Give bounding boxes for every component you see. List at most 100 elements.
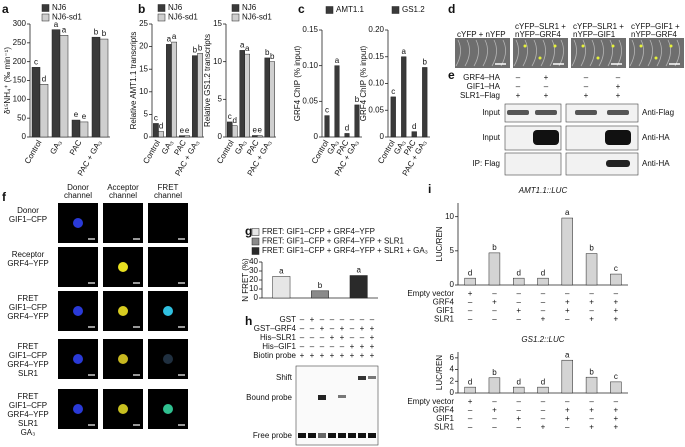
bar (488, 377, 501, 394)
image-label: nYFP–GIF1 (573, 30, 616, 39)
treatment-label: GRF4 (433, 406, 455, 415)
treatment-sign: – (370, 315, 375, 324)
chart-title: GS1.2::LUC (521, 335, 564, 344)
legend-label: AMT1.1 (336, 5, 365, 14)
legend-label: NJ6-sd1 (52, 13, 82, 22)
cell-outline (638, 39, 644, 67)
blot (565, 152, 639, 176)
blot-label-right: Anti-Flag (642, 108, 674, 117)
significance-letter: d (42, 74, 46, 83)
treatment-sign: + (614, 414, 619, 423)
nucleus-signal (654, 56, 658, 60)
image-label: cYFP–GIF1 + (631, 22, 680, 31)
significance-letter: a (167, 34, 172, 43)
band-label: Shift (276, 373, 293, 382)
treatment-label: Empty vector (407, 397, 454, 406)
treatment-sign: + (360, 351, 365, 360)
bar (585, 376, 598, 394)
nucleus-signal (538, 56, 542, 60)
significance-letter: b (318, 281, 323, 290)
cell-outline (491, 39, 497, 67)
treatment-sign: – (541, 406, 546, 415)
treatment-sign: – (350, 324, 355, 333)
row-label: GRF4–YFP (7, 410, 48, 419)
treatment-label: GIF1 (436, 414, 454, 423)
bar (390, 96, 396, 138)
bar (171, 41, 177, 138)
treatment-sign: + (370, 351, 375, 360)
band (368, 433, 376, 438)
row-label: FRET (18, 342, 39, 351)
treatment-sign: + (360, 342, 365, 351)
treatment-sign: + (541, 423, 546, 432)
cell-outline (540, 39, 546, 67)
nucleus-signal (596, 56, 600, 60)
microscopy-image (58, 247, 98, 287)
treatment-sign: + (350, 351, 355, 360)
band (575, 110, 597, 115)
significance-letter: e (253, 126, 258, 135)
treatment-label: SLR1–Flag (460, 91, 500, 100)
bar (344, 133, 350, 138)
y-tick-label: 50 (17, 113, 26, 122)
cell-outline (473, 39, 479, 67)
y-tick-label: 5 (450, 246, 455, 255)
treatment-sign: + (370, 342, 375, 351)
nucleus-signal (639, 44, 643, 48)
y-tick-label: 0 (314, 132, 319, 141)
nucleus-signal (553, 44, 557, 48)
bar (334, 65, 340, 138)
treatment-sign: – (300, 315, 305, 324)
bar (411, 131, 417, 138)
treatment-sign: – (330, 315, 335, 324)
x-tick-label: Control (23, 138, 44, 165)
significance-letter: b (355, 95, 360, 104)
chart-title: AMT1.1::LUC (518, 186, 568, 195)
legend-swatch (157, 4, 166, 12)
nucleus-signal (581, 44, 585, 48)
cell-signal (73, 306, 83, 316)
significance-letter: b (589, 244, 594, 253)
band (318, 395, 326, 400)
y-tick-label: 0 (218, 132, 223, 141)
y-tick-label: 150 (13, 76, 27, 85)
significance-letter: b (265, 48, 270, 57)
treatment-sign: + (330, 351, 335, 360)
y-tick-label: 25 (139, 19, 148, 28)
treatment-sign: – (614, 397, 619, 406)
treatment-sign: – (516, 82, 521, 91)
treatment-label: Empty vector (407, 289, 454, 298)
significance-letter: a (245, 44, 250, 53)
treatment-sign: + (300, 351, 305, 360)
significance-letter: a (565, 208, 570, 217)
cell-outline (513, 39, 519, 67)
bar (464, 386, 476, 394)
treatment-sign: – (310, 333, 315, 342)
treatment-sign: + (516, 91, 521, 100)
significance-letter: b (102, 29, 107, 38)
legend-label: NJ6-sd1 (242, 13, 272, 22)
treatment-sign: + (340, 351, 345, 360)
treatment-sign: + (370, 324, 375, 333)
band (328, 433, 336, 438)
treatment-sign: – (516, 397, 521, 406)
bar (192, 55, 198, 138)
nucleus-signal (611, 44, 615, 48)
cell-outline (598, 39, 604, 67)
y-tick-label: 10 (213, 57, 222, 66)
significance-letter: a (240, 40, 245, 49)
y-tick-label: 0 (450, 388, 455, 397)
blot-label-left: Input (482, 133, 501, 142)
bar (39, 84, 49, 138)
treatment-sign: + (468, 289, 473, 298)
treatment-sign: – (350, 315, 355, 324)
band (318, 433, 326, 438)
significance-letter: b (270, 52, 275, 61)
y-tick-label: 200 (13, 57, 27, 66)
treatment-sign: – (468, 423, 473, 432)
treatment-sign: + (614, 306, 619, 315)
bar (184, 135, 190, 138)
y-tick-label: 20 (249, 275, 258, 284)
y-tick-label: 0 (450, 280, 455, 289)
treatment-sign: – (320, 333, 325, 342)
